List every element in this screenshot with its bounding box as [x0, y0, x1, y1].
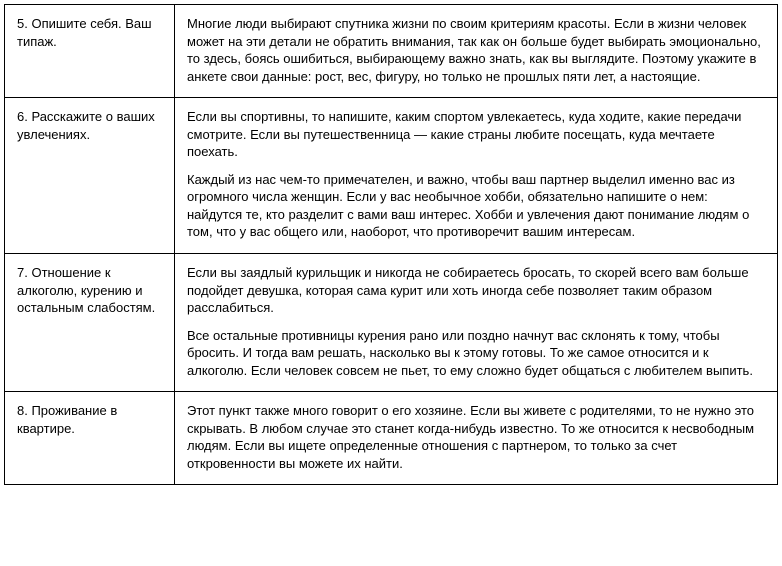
row-paragraph: Каждый из нас чем-то примечателен, и важ… — [187, 171, 765, 241]
row-paragraph: Этот пункт также много говорит о его хоз… — [187, 402, 765, 472]
row-paragraph: Если вы спортивны, то напишите, каким сп… — [187, 108, 765, 161]
row-paragraph: Многие люди выбирают спутника жизни по с… — [187, 15, 765, 85]
table-row: 8. Проживание в квартире. Этот пункт так… — [5, 392, 778, 485]
row-label: 6. Расскажите о ваших увлечениях. — [17, 108, 162, 143]
row-label: 5. Опишите себя. Ваш типаж. — [17, 15, 162, 50]
table-row: 6. Расскажите о ваших увлечениях. Если в… — [5, 98, 778, 254]
page-container: 5. Опишите себя. Ваш типаж. Многие люди … — [0, 0, 782, 489]
row-content-cell: Многие люди выбирают спутника жизни по с… — [175, 5, 778, 98]
table-row: 5. Опишите себя. Ваш типаж. Многие люди … — [5, 5, 778, 98]
row-label: 7. Отношение к алкоголю, курению и остал… — [17, 264, 162, 317]
row-content-cell: Этот пункт также много говорит о его хоз… — [175, 392, 778, 485]
questionnaire-table: 5. Опишите себя. Ваш типаж. Многие люди … — [4, 4, 778, 485]
row-label-cell: 5. Опишите себя. Ваш типаж. — [5, 5, 175, 98]
row-label: 8. Проживание в квартире. — [17, 402, 162, 437]
row-paragraph: Если вы заядлый курильщик и никогда не с… — [187, 264, 765, 317]
row-content-cell: Если вы заядлый курильщик и никогда не с… — [175, 254, 778, 392]
row-label-cell: 8. Проживание в квартире. — [5, 392, 175, 485]
row-label-cell: 7. Отношение к алкоголю, курению и остал… — [5, 254, 175, 392]
table-row: 7. Отношение к алкоголю, курению и остал… — [5, 254, 778, 392]
row-label-cell: 6. Расскажите о ваших увлечениях. — [5, 98, 175, 254]
row-paragraph: Все остальные противницы курения рано ил… — [187, 327, 765, 380]
row-content-cell: Если вы спортивны, то напишите, каким сп… — [175, 98, 778, 254]
